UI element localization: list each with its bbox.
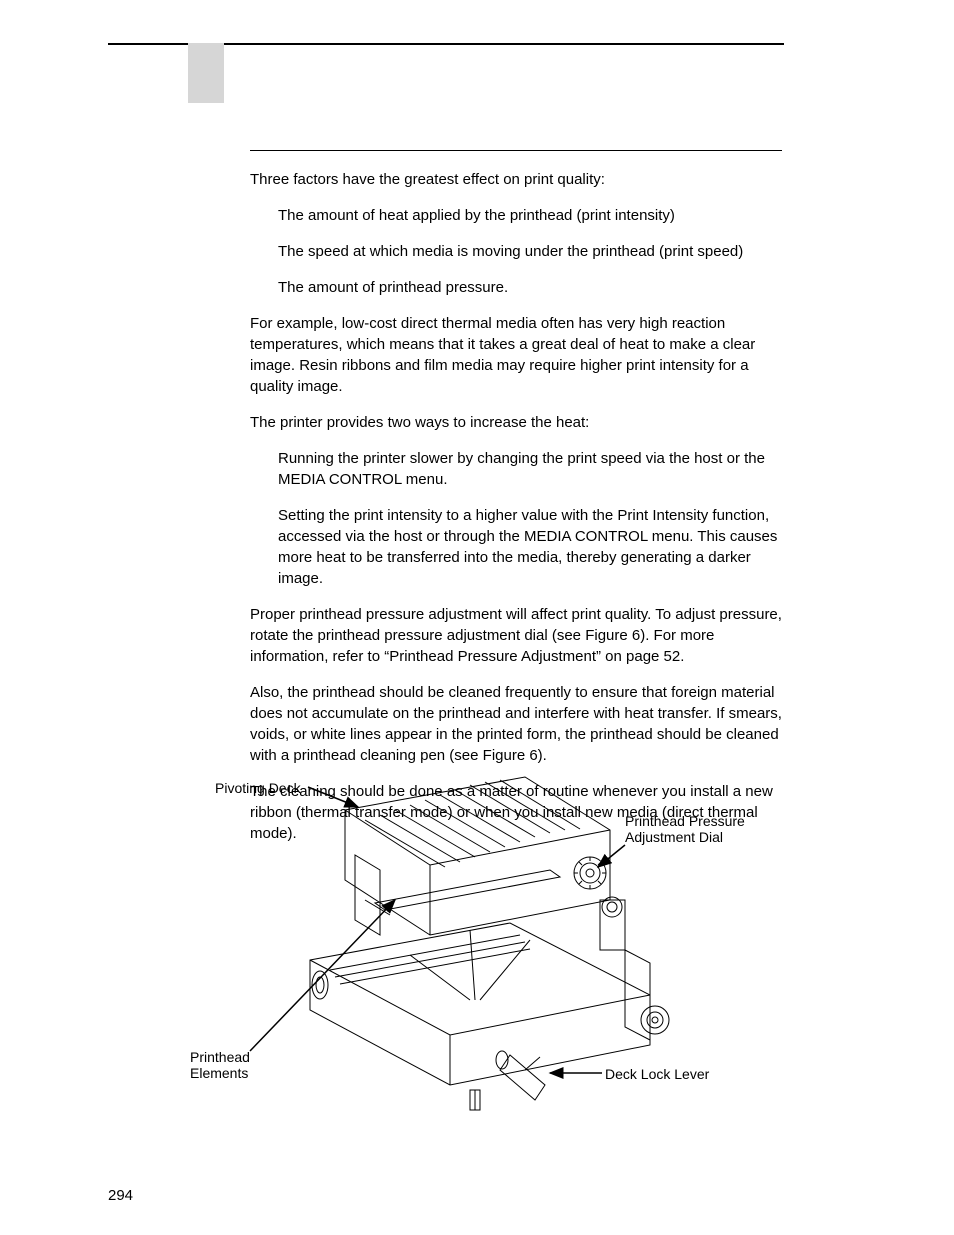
body-text: Three factors have the greatest effect o… [250, 150, 782, 859]
section-rule [250, 150, 782, 151]
label-pivoting-deck: Pivoting Deck [215, 780, 301, 797]
way-1: Running the printer slower by changing t… [278, 448, 782, 490]
factor-3: The amount of printhead pressure. [278, 277, 782, 298]
label-printhead-pressure-line1: Printhead Pressure [625, 813, 745, 830]
label-deck-lock-lever: Deck Lock Lever [605, 1066, 709, 1083]
paragraph-example: For example, low-cost direct thermal med… [250, 313, 782, 397]
paragraph-intro: Three factors have the greatest effect o… [250, 169, 782, 190]
figure-6: Pivoting Deck Printhead Pressure Adjustm… [180, 755, 824, 1135]
printer-diagram-icon [180, 755, 824, 1135]
label-printhead: Printhead [190, 1049, 250, 1066]
label-elements: Elements [190, 1065, 248, 1082]
paragraph-two-ways: The printer provides two ways to increas… [250, 412, 782, 433]
page-number: 294 [108, 1185, 133, 1206]
factor-2: The speed at which media is moving under… [278, 241, 782, 262]
way-2: Setting the print intensity to a higher … [278, 505, 782, 589]
paragraph-pressure: Proper printhead pressure adjustment wil… [250, 604, 782, 667]
header-block [188, 43, 224, 103]
factor-1: The amount of heat applied by the printh… [278, 205, 782, 226]
page-header [108, 43, 784, 103]
label-printhead-pressure-line2: Adjustment Dial [625, 829, 723, 846]
paragraph-cleaning: Also, the printhead should be cleaned fr… [250, 682, 782, 766]
